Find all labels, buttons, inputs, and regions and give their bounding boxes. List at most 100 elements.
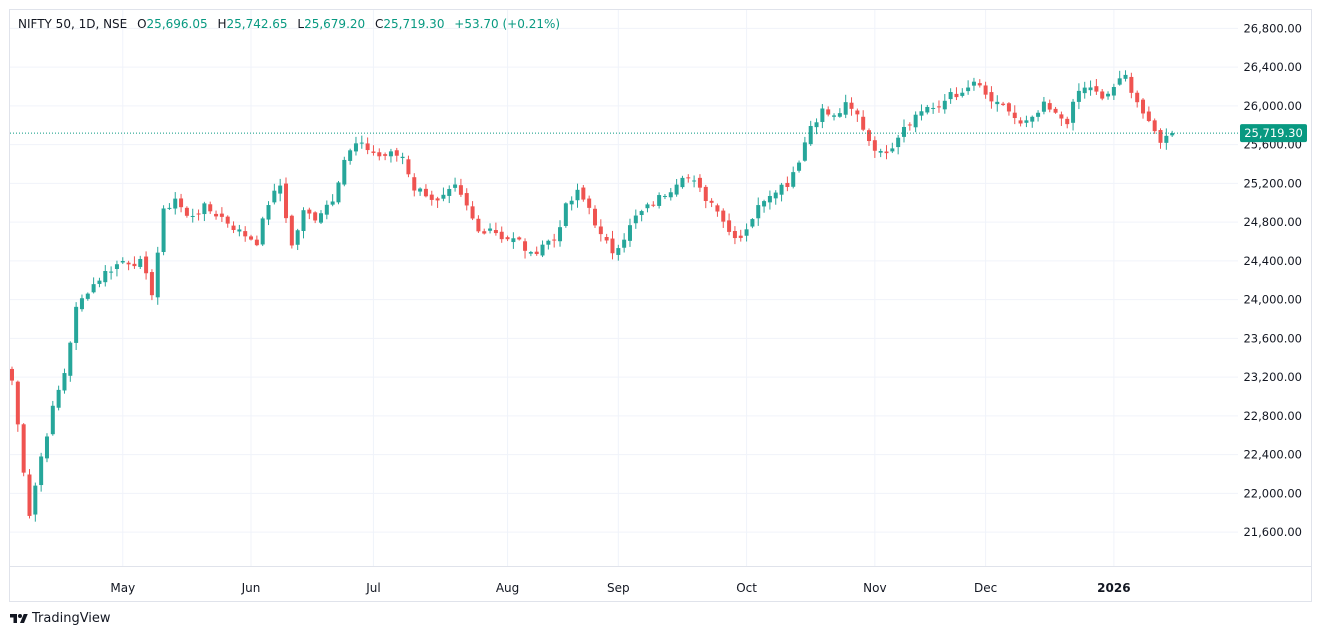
candle-body: [808, 126, 813, 145]
x-tick-label: Nov: [863, 581, 886, 595]
candle-body: [936, 106, 941, 108]
candle-body: [552, 239, 557, 241]
candle-body: [633, 215, 638, 224]
candle-body: [674, 184, 679, 195]
candle-body: [1036, 112, 1041, 117]
candle-body: [85, 293, 90, 299]
close-value: 25,719.30: [383, 17, 445, 31]
candle-body: [505, 237, 510, 240]
candle-body: [173, 198, 178, 209]
candle-body: [750, 219, 755, 227]
candle-body: [307, 209, 312, 214]
candle-body: [476, 218, 481, 232]
low-value: 25,679.20: [304, 17, 366, 31]
candle-body: [499, 231, 504, 240]
x-tick-label: Jul: [365, 581, 380, 595]
candle-body: [1123, 74, 1128, 79]
candle-body: [1106, 93, 1111, 97]
candle-body: [33, 485, 38, 515]
candle-body: [971, 81, 976, 86]
candle-body: [820, 108, 825, 122]
candle-body: [260, 218, 265, 245]
candle-body: [254, 239, 259, 246]
candle-body: [1164, 135, 1169, 143]
candle-body: [878, 151, 883, 153]
candle-body: [249, 236, 254, 240]
candle-body: [359, 142, 364, 144]
candle-body: [214, 213, 219, 217]
candle-body: [546, 240, 551, 245]
candle-body: [826, 109, 831, 115]
candle-body: [1030, 116, 1035, 122]
candle-body: [942, 100, 947, 110]
candle-body: [27, 474, 32, 516]
x-tick-label: May: [110, 581, 135, 595]
candle-body: [56, 389, 61, 408]
candle-body: [1012, 112, 1017, 119]
candle-body: [202, 203, 207, 215]
candle-body: [167, 207, 172, 209]
candle-body: [470, 206, 475, 219]
candle-body: [948, 92, 953, 100]
candle-body: [284, 183, 289, 219]
candle-body: [1065, 118, 1070, 125]
symbol-label: NIFTY 50, 1D, NSE: [18, 17, 128, 31]
candle-body: [727, 220, 732, 232]
candle-body: [371, 151, 376, 153]
candle-body: [114, 264, 119, 270]
candle-body: [406, 159, 411, 175]
candle-body: [966, 87, 971, 92]
candle-body: [289, 215, 294, 246]
candle-body: [697, 177, 702, 188]
y-tick-label: 23,600.00: [1243, 331, 1302, 345]
candle-body: [184, 207, 189, 216]
candle-body: [983, 85, 988, 95]
candle-body: [767, 195, 772, 203]
candle-body: [954, 93, 959, 98]
candle-body: [593, 208, 597, 226]
candle-body: [353, 143, 358, 152]
candle-body: [429, 194, 434, 200]
candle-body: [278, 185, 283, 194]
brand-text: TradingView: [32, 611, 111, 626]
open-label: O: [137, 17, 147, 31]
candle-body: [884, 151, 889, 154]
candle-body: [1047, 103, 1052, 110]
candle-body: [1111, 87, 1116, 96]
candle-body: [225, 216, 230, 224]
candle-body: [925, 106, 930, 113]
candle-body: [91, 284, 96, 293]
last-price-badge: [1240, 124, 1307, 143]
y-tick-label: 26,800.00: [1243, 21, 1302, 35]
candle-body: [219, 213, 224, 217]
candle-body: [132, 263, 137, 267]
high-label: H: [217, 17, 227, 31]
candle-body: [989, 92, 994, 102]
chart-area[interactable]: [9, 9, 1312, 602]
candle-body: [791, 172, 796, 187]
candle-body: [558, 227, 563, 242]
candle-body: [418, 188, 423, 192]
candle-body: [855, 110, 860, 115]
candle-body: [324, 204, 329, 215]
candle-body: [907, 124, 912, 126]
candle-body: [1129, 76, 1134, 93]
candle-body: [103, 271, 108, 283]
candle-body: [662, 195, 667, 197]
candle-body: [872, 140, 877, 151]
candle-body: [453, 184, 458, 188]
candle-body: [447, 188, 452, 196]
candle-body: [1152, 120, 1157, 132]
candle-body: [1071, 101, 1076, 123]
candle-body: [517, 237, 522, 240]
x-tick-label: 2026: [1097, 581, 1130, 595]
candle-body: [190, 215, 195, 217]
candle-body: [785, 182, 790, 187]
candle-body: [62, 373, 67, 391]
candle-body: [627, 225, 632, 241]
tradingview-branding[interactable]: TradingView: [10, 611, 111, 626]
open-value: 25,696.05: [146, 17, 208, 31]
candle-body: [732, 231, 737, 239]
candle-body: [901, 126, 906, 137]
